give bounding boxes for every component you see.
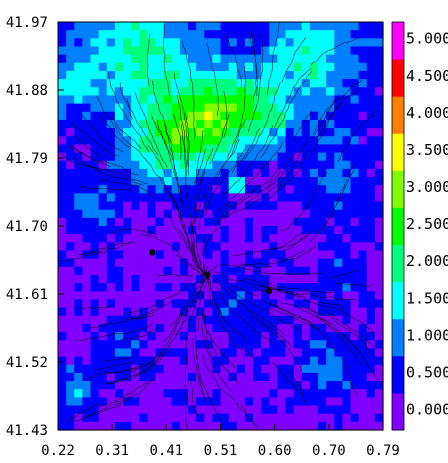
colorbar-segment	[392, 96, 404, 134]
colorbar-segment	[392, 392, 404, 431]
x-axis: 0.22 0.31 0.41 0.51 0.60 0.70 0.79	[41, 424, 400, 459]
colorbar-tick-label: 0.500	[406, 364, 448, 382]
x-tick-label: 0.79	[366, 443, 400, 459]
plot-area	[58, 22, 384, 431]
colorbar-segment	[392, 244, 404, 283]
colorbar-segment	[392, 355, 404, 394]
colorbar-frame	[391, 21, 405, 431]
colorbar-segment	[392, 22, 404, 60]
colorbar-tick-label: 4.000	[406, 104, 448, 122]
colorbar-segment	[392, 207, 404, 246]
colorbar-segment	[392, 281, 404, 320]
colorbar-tick-label: 2.500	[406, 215, 448, 233]
colorbar-segment	[392, 318, 404, 357]
x-tick-label: 0.70	[312, 443, 346, 459]
x-tick-label: 0.60	[258, 443, 292, 459]
y-tick-label: 41.79	[6, 151, 48, 167]
y-tick-label: 41.70	[6, 219, 48, 235]
y-tick-label: 41.52	[6, 355, 48, 371]
colorbar-tick-label: 1.000	[406, 326, 448, 344]
colorbar-tick-label: 4.500	[406, 67, 448, 85]
colorbar-segment	[392, 133, 404, 171]
y-tick-label: 41.88	[6, 83, 48, 99]
x-tick-label: 0.51	[204, 443, 238, 459]
colorbar-tick-label: 0.000	[406, 401, 448, 419]
colorbar-tick-label: 3.000	[406, 178, 448, 196]
colorbar-tick-label: 2.000	[406, 252, 448, 270]
colorbar-segment	[392, 170, 404, 208]
colorbar-segment	[392, 59, 404, 97]
colorbar-tick-label: 5.000	[406, 30, 448, 48]
x-tick-label: 0.31	[95, 443, 129, 459]
streamlines	[59, 22, 383, 430]
y-tick-label: 41.43	[6, 423, 48, 439]
y-tick-label: 41.97	[6, 15, 48, 31]
station-markers	[148, 249, 273, 295]
station-marker-1	[265, 287, 273, 295]
colorbar-tick-label: 1.500	[406, 289, 448, 307]
y-axis: 41.97 41.88 41.79 41.70 41.61 41.52 41.43	[6, 15, 64, 439]
station-marker-0	[148, 249, 156, 256]
colorbar: 0.000 0.500 1.000 1.500 2.000 2.500 3.000 3.500…	[391, 21, 448, 431]
x-tick-label: 0.22	[41, 443, 75, 459]
y-tick-label: 41.61	[6, 287, 48, 303]
colorbar-tick-label: 3.500	[406, 141, 448, 159]
x-tick-label: 0.41	[149, 443, 183, 459]
